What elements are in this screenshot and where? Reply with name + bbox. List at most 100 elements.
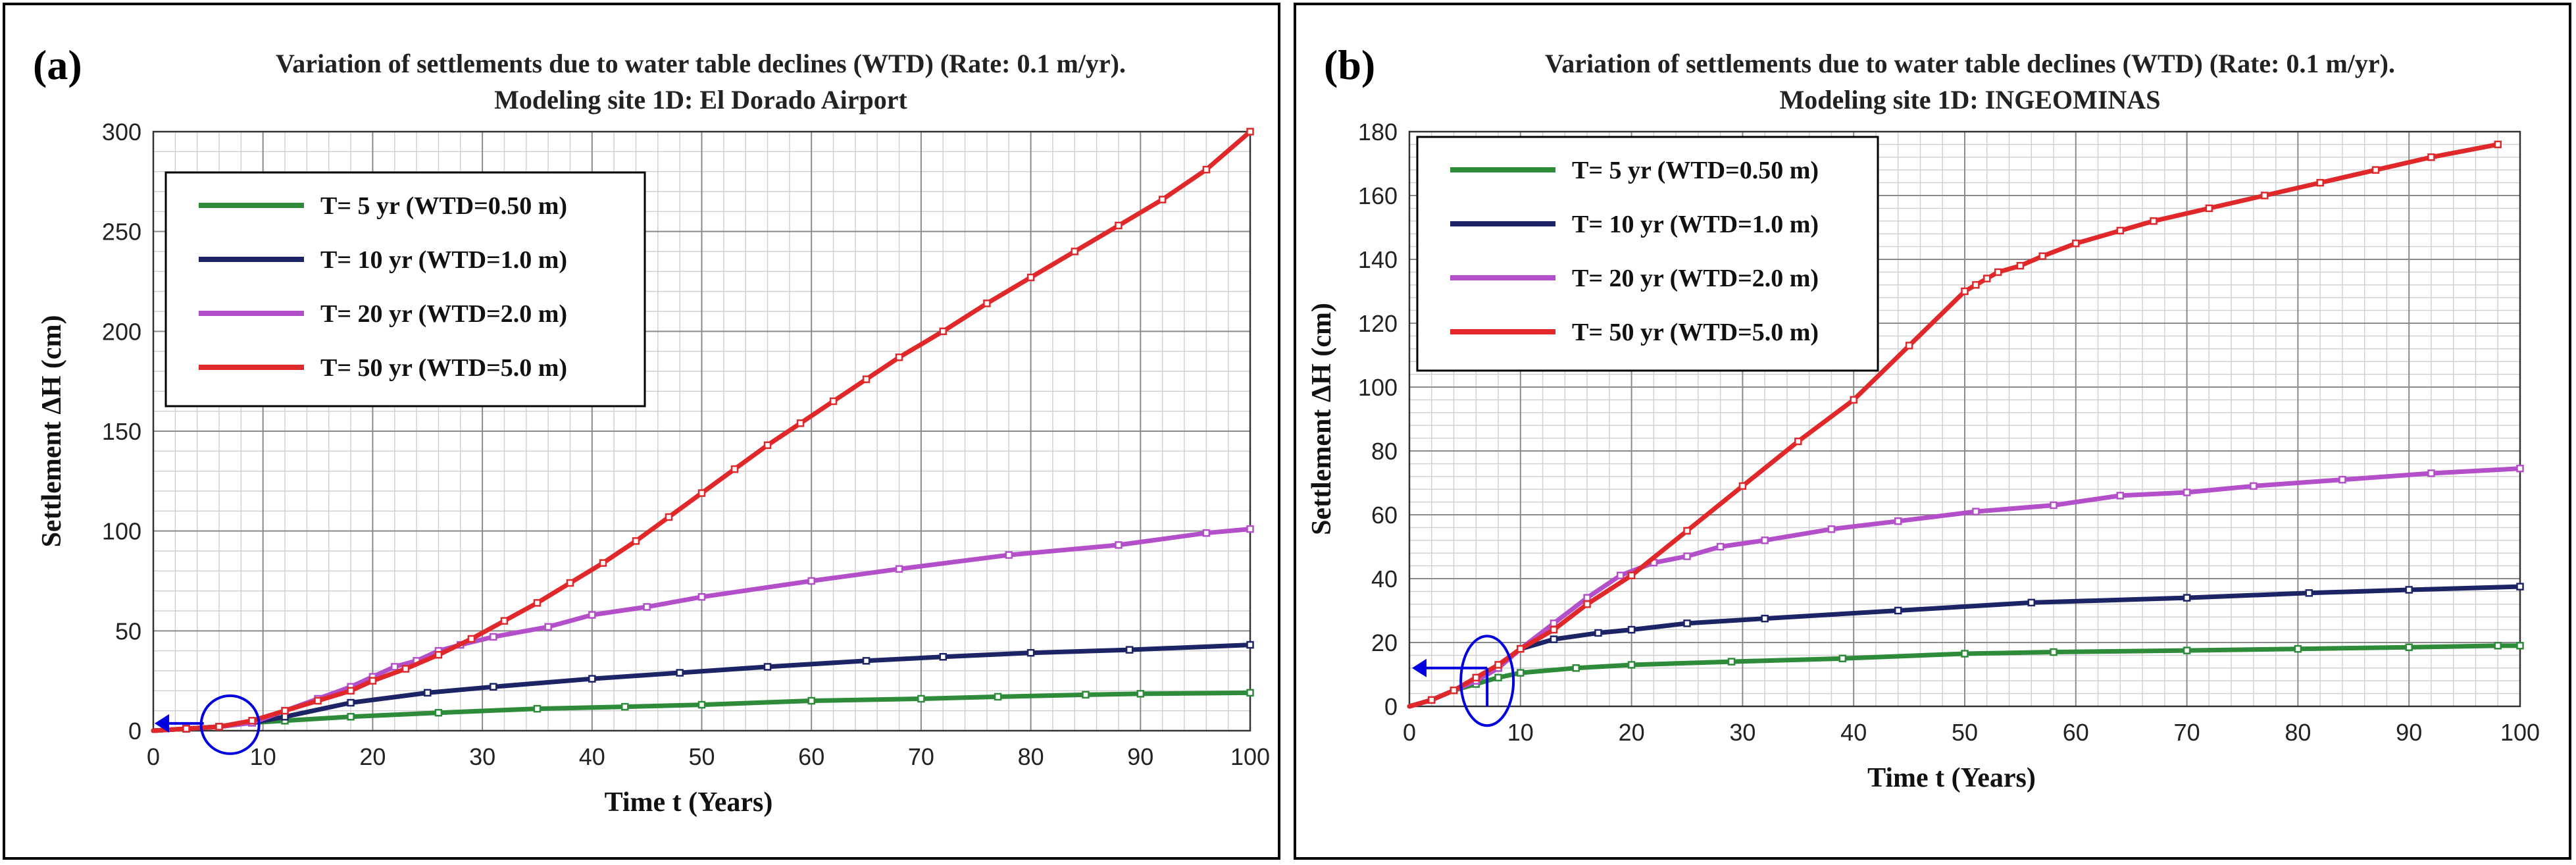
data-point xyxy=(2405,643,2413,652)
x-tick-label: 100 xyxy=(2500,719,2540,746)
panel-frame xyxy=(1294,3,2571,860)
data-point xyxy=(1246,525,1254,533)
chart-svg-b: 0 10 20 30 40 50 60 70 80 90 100 0 20 40 60 80 100 120 140… xyxy=(1294,3,2571,860)
data-point xyxy=(763,441,772,449)
series-line xyxy=(151,129,1253,733)
annotation xyxy=(155,694,261,755)
data-point xyxy=(566,579,574,587)
data-point xyxy=(2016,261,2025,270)
data-point xyxy=(1472,673,1480,682)
data-point xyxy=(1683,552,1691,560)
data-point xyxy=(1894,517,1902,525)
data-point xyxy=(1071,248,1079,255)
data-point xyxy=(1246,689,1254,697)
data-point xyxy=(215,723,223,731)
legend-entry-label: T= 20 yr (WTD=2.0 m) xyxy=(1572,265,1819,292)
data-point xyxy=(368,677,377,685)
data-point xyxy=(347,687,355,695)
data-point xyxy=(281,713,289,721)
data-point xyxy=(895,565,903,573)
data-point xyxy=(1905,342,1913,350)
x-tick-label: 0 xyxy=(147,743,160,770)
chart-title-line2: Modeling site 1D: El Dorado Airport xyxy=(494,85,907,115)
data-point xyxy=(2305,589,2313,597)
data-point xyxy=(2116,226,2125,235)
x-axis-title: Time t (Years) xyxy=(605,787,773,818)
data-point xyxy=(2072,240,2080,248)
data-point xyxy=(248,717,256,725)
data-point xyxy=(2261,192,2269,199)
data-point xyxy=(1683,619,1691,627)
series-1 xyxy=(1407,642,2524,709)
legend: T= 5 yr (WTD=0.50 m) T= 10 yr (WTD=1.0 m)… xyxy=(1416,136,1879,372)
data-point xyxy=(434,650,443,659)
data-point xyxy=(1517,669,1525,677)
data-point xyxy=(1827,525,1836,533)
data-point xyxy=(390,663,399,671)
panel-frame xyxy=(3,3,1280,860)
x-tick-label: 90 xyxy=(2396,719,2422,746)
x-tick-label: 80 xyxy=(1018,743,1044,770)
data-point xyxy=(862,657,871,665)
panel-a: 0 10 20 30 40 50 60 70 80 90 100 0 50 100 150 200 250 300… xyxy=(0,0,1283,862)
x-tick-label: 10 xyxy=(250,743,276,770)
data-point xyxy=(939,327,947,336)
plot-area-border xyxy=(1408,130,2521,708)
data-point xyxy=(939,653,947,661)
y-tick-label: 180 xyxy=(1358,118,1398,145)
data-point xyxy=(588,675,596,683)
annotation-arrowhead xyxy=(155,714,169,733)
y-tick-label: 0 xyxy=(1384,693,1398,720)
legend: T= 5 yr (WTD=0.50 m) T= 10 yr (WTD=1.0 m)… xyxy=(164,171,646,407)
y-tick-label: 50 xyxy=(115,617,141,644)
data-point xyxy=(1961,650,1969,658)
y-tick-label: 250 xyxy=(102,219,141,246)
data-point xyxy=(1616,571,1625,579)
data-point xyxy=(1838,654,1847,662)
y-tick-label: 120 xyxy=(1358,310,1398,337)
y-tick-label: 100 xyxy=(102,518,141,545)
data-point xyxy=(2183,488,2191,496)
data-point xyxy=(1550,625,1558,634)
data-point xyxy=(1517,644,1525,653)
legend-entry-label: T= 10 yr (WTD=1.0 m) xyxy=(320,246,567,274)
legend-entry-label: T= 50 yr (WTD=5.0 m) xyxy=(320,354,567,382)
data-point xyxy=(1246,641,1254,649)
data-point xyxy=(490,633,497,641)
annotation-arrowhead xyxy=(1412,658,1427,677)
data-point xyxy=(1550,635,1558,643)
data-point xyxy=(1761,537,1769,544)
data-point xyxy=(796,419,805,427)
data-point xyxy=(2316,178,2324,187)
panel-b: 0 10 20 30 40 50 60 70 80 90 100 0 20 40 60 80 100 120 140… xyxy=(1291,0,2574,862)
x-tick-label: 40 xyxy=(579,743,605,770)
data-point xyxy=(1594,629,1602,637)
y-tick-label: 160 xyxy=(1358,182,1398,209)
y-tick-label: 0 xyxy=(128,718,141,745)
x-tick-label: 50 xyxy=(1952,719,1978,746)
data-point xyxy=(1136,690,1145,698)
data-point xyxy=(807,577,815,585)
x-tick-label: 60 xyxy=(2063,719,2089,746)
series-2 xyxy=(1407,583,2524,709)
y-tick-label: 60 xyxy=(1371,502,1398,529)
data-point xyxy=(1794,437,1802,446)
y-tick-label: 140 xyxy=(1358,246,1398,273)
data-point xyxy=(347,713,355,721)
data-point xyxy=(2050,501,2058,510)
data-point xyxy=(632,537,640,545)
annotation xyxy=(1412,635,1515,727)
data-point xyxy=(1761,614,1769,623)
data-point xyxy=(621,702,629,711)
data-point xyxy=(2183,646,2191,654)
x-tick-label: 70 xyxy=(2174,719,2200,746)
data-point xyxy=(807,696,815,705)
data-point xyxy=(599,559,607,567)
data-point xyxy=(2516,464,2524,473)
data-point xyxy=(2338,475,2346,484)
data-point xyxy=(1494,673,1502,682)
legend-entry-label: T= 50 yr (WTD=5.0 m) xyxy=(1572,319,1819,346)
data-point xyxy=(347,698,355,707)
x-tick-label: 50 xyxy=(688,743,715,770)
data-point xyxy=(895,354,903,361)
